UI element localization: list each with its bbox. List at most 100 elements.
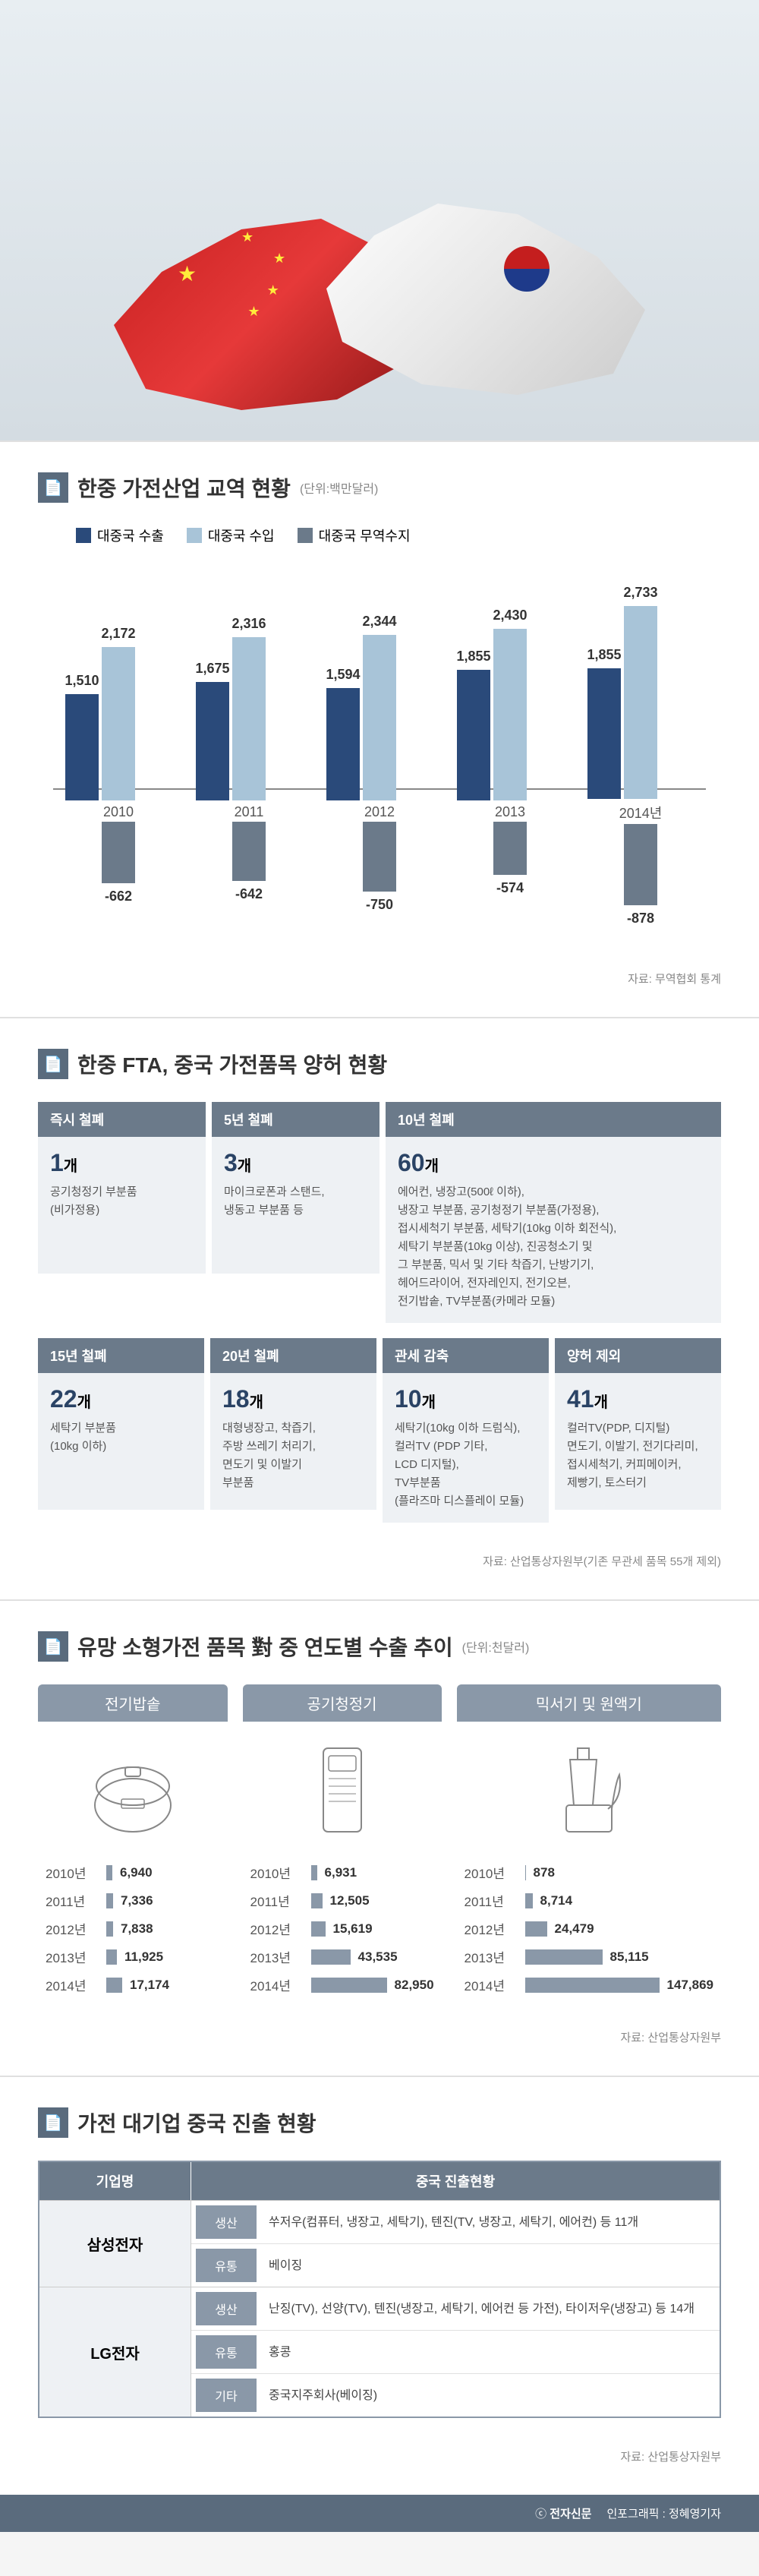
corp-text: 중국지주회사(베이징) [261,2374,720,2417]
legend-item: 대중국 수출 [76,526,164,545]
product-row: 2012년15,619 [243,1915,442,1943]
balance-bar: -642 [232,822,266,881]
footer-brand: ⓒ 전자신문 [535,2505,591,2521]
corp-name: LG전자 [39,2287,191,2417]
fta-cell: 5년 철폐 3개 마이크로폰과 스탠드,냉동고 부분품 등 [212,1102,380,1323]
product-row: 2014년82,950 [243,1971,442,1999]
hero-image: ★ ★ ★ ★ ★ [0,0,759,440]
doc-icon: 📄 [38,472,68,503]
corp-text: 난징(TV), 선양(TV), 텐진(냉장고, 세탁기, 에어컨 등 가전), … [261,2287,720,2330]
product-row: 2011년8,714 [457,1886,721,1915]
corp-tag: 생산 [196,2292,257,2325]
import-bar: 2,172 [102,647,135,800]
corp-col2-head: 중국 진출현황 [191,2162,720,2200]
bar-group: 1,675 2,316 2011 -642 [188,588,310,913]
fta-head: 즉시 철폐 [38,1102,206,1137]
legend-item: 대중국 수입 [187,526,275,545]
fta-head: 20년 철폐 [210,1338,376,1373]
product-card: 믹서기 및 원액기 2010년8782011년8,7142012년24,4792… [457,1684,721,1999]
rice-cooker-icon [38,1722,228,1858]
product-row: 2014년147,869 [457,1971,721,1999]
footer-credit: 인포그래픽 : 정혜영기자 [606,2505,721,2521]
sec3-source: 자료: 산업통상자원부 [38,2029,721,2045]
sec4-title: 가전 대기업 중국 진출 현황 [77,2107,316,2138]
year-label: 2013 [495,804,525,820]
bar-chart: 1,510 2,172 2010 -662 1,675 2,316 2011 -… [38,560,721,940]
product-row: 2010년6,940 [38,1858,228,1886]
section-fta: 📄 한중 FTA, 중국 가전품목 양허 현황 즉시 철폐 1개 공기청정기 부… [0,1017,759,1599]
corp-tag: 생산 [196,2205,257,2239]
corp-tag: 기타 [196,2379,257,2412]
year-label: 2010 [103,804,134,820]
import-bar: 2,733 [624,606,657,799]
fta-desc: 에어컨, 냉장고(500ℓ 이하),냉장고 부분품, 공기청정기 부분품(가정용… [398,1183,709,1311]
fta-cell: 양허 제외 41개 컬러TV(PDP, 디지털)면도기, 이발기, 전기다리미,… [555,1338,721,1523]
product-name: 전기밥솥 [38,1684,228,1722]
fta-cell: 10년 철폐 60개 에어컨, 냉장고(500ℓ 이하),냉장고 부분품, 공기… [386,1102,721,1323]
export-bar: 1,855 [587,668,621,799]
fta-head: 15년 철폐 [38,1338,204,1373]
sec3-unit: (단위:천달러) [462,1637,530,1656]
fta-head: 5년 철폐 [212,1102,380,1137]
bar-group: 1,855 2,430 2013 -574 [449,588,571,913]
import-bar: 2,430 [493,629,527,800]
section-corps: 📄 가전 대기업 중국 진출 현황 기업명 중국 진출현황 삼성전자생산쑤저우(… [0,2076,759,2495]
air-purifier-icon [243,1722,442,1858]
fta-desc: 세탁기 부분품(10kg 이하) [50,1419,192,1456]
product-name: 공기청정기 [243,1684,442,1722]
year-label: 2011 [235,804,264,820]
bar-group: 1,855 2,733 2014년 -878 [580,586,701,915]
export-bar: 1,675 [196,682,229,800]
corp-tag: 유통 [196,2249,257,2282]
fta-head: 양허 제외 [555,1338,721,1373]
corp-col1-head: 기업명 [39,2162,191,2200]
sec1-source: 자료: 무역협회 통계 [38,971,721,987]
fta-desc: 세탁기(10kg 이하 드럼식),컬러TV (PDP 기타,LCD 디지털),T… [395,1419,537,1511]
fta-head: 10년 철폐 [386,1102,721,1137]
doc-icon: 📄 [38,2107,68,2138]
product-card: 공기청정기 2010년6,9312011년12,5052012년15,61920… [243,1684,442,1999]
product-row: 2011년12,505 [243,1886,442,1915]
export-bar: 1,855 [457,670,490,800]
corp-row: 삼성전자생산쑤저우(컴퓨터, 냉장고, 세탁기), 텐진(TV, 냉장고, 세탁… [39,2200,720,2287]
product-row: 2013년85,115 [457,1943,721,1971]
sec4-source: 자료: 산업통상자원부 [38,2448,721,2464]
section-products: 📄 유망 소형가전 품목 對 중 연도별 수출 추이 (단위:천달러) 전기밥솥… [0,1599,759,2076]
doc-icon: 📄 [38,1049,68,1079]
sec2-source: 자료: 산업통상자원부(기존 무관세 품목 55개 제외) [38,1553,721,1569]
product-card: 전기밥솥 2010년6,9402011년7,3362012년7,8382013년… [38,1684,228,1999]
year-label: 2012 [364,804,395,820]
balance-bar: -750 [363,822,396,892]
corp-tag: 유통 [196,2335,257,2369]
product-row: 2010년878 [457,1858,721,1886]
fta-head: 관세 감축 [383,1338,549,1373]
fta-desc: 공기청정기 부분품(비가정용) [50,1183,194,1220]
product-row: 2013년11,925 [38,1943,228,1971]
footer: ⓒ 전자신문 인포그래픽 : 정혜영기자 [0,2495,759,2532]
fta-desc: 컬러TV(PDP, 디지털)면도기, 이발기, 전기다리미,접시세척기, 커피메… [567,1419,709,1492]
fta-row: 15년 철폐 22개 세탁기 부분품(10kg 이하)20년 철폐 18개 대형… [38,1338,721,1523]
sec1-title: 한중 가전산업 교역 현황 [77,472,291,503]
balance-bar: -878 [624,824,657,905]
sec1-unit: (단위:백만달러) [300,478,378,497]
export-bar: 1,510 [65,694,99,800]
corp-row: LG전자생산난징(TV), 선양(TV), 텐진(냉장고, 세탁기, 에어컨 등… [39,2287,720,2417]
mixer-icon [457,1722,721,1858]
legend-item: 대중국 무역수지 [298,526,411,545]
doc-icon: 📄 [38,1631,68,1662]
bar-group: 1,510 2,172 2010 -662 [58,588,179,913]
fta-row: 즉시 철폐 1개 공기청정기 부분품(비가정용)5년 철폐 3개 마이크로폰과 … [38,1102,721,1323]
product-name: 믹서기 및 원액기 [457,1684,721,1722]
import-bar: 2,344 [363,635,396,800]
corp-text: 쑤저우(컴퓨터, 냉장고, 세탁기), 텐진(TV, 냉장고, 세탁기, 에어컨… [261,2201,720,2243]
balance-bar: -662 [102,822,135,883]
corp-text: 홍콩 [261,2331,720,2373]
corp-name: 삼성전자 [39,2201,191,2287]
product-row: 2012년7,838 [38,1915,228,1943]
legend: 대중국 수출 대중국 수입 대중국 무역수지 [38,526,721,545]
export-bar: 1,594 [326,688,360,800]
sec2-title: 한중 FTA, 중국 가전품목 양허 현황 [77,1049,387,1079]
section-trade: 📄 한중 가전산업 교역 현황 (단위:백만달러) 대중국 수출대중국 수입대중… [0,440,759,1017]
import-bar: 2,316 [232,637,266,800]
fta-cell: 20년 철폐 18개 대형냉장고, 착즙기,주방 쓰레기 처리기,면도기 및 이… [210,1338,376,1523]
